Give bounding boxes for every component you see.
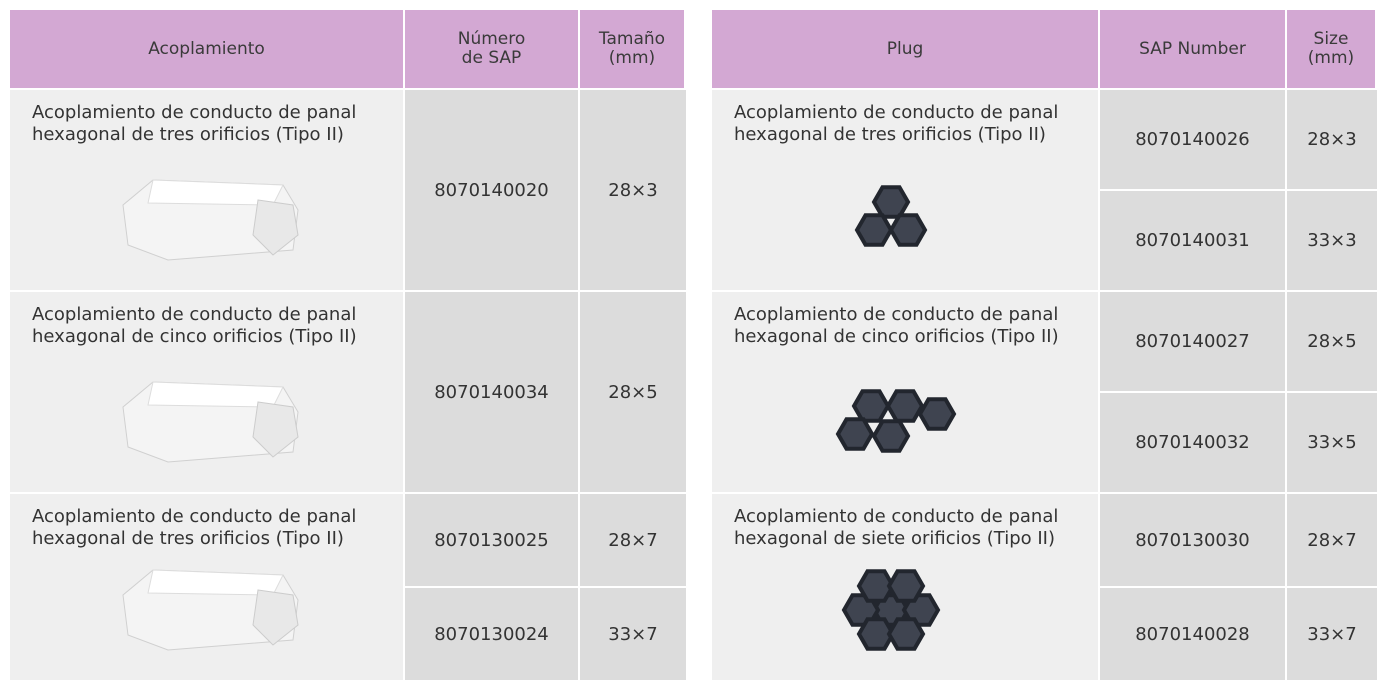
size-cell: 28×3 — [1287, 90, 1377, 189]
size-cell: 33×7 — [580, 588, 686, 680]
sap-cell: 8070140032 — [1100, 393, 1285, 492]
size-cell: 28×7 — [580, 494, 686, 586]
size-cell: 33×5 — [1287, 393, 1377, 492]
header-cell: Tamaño (mm) — [580, 10, 684, 88]
header-cell: Número de SAP — [405, 10, 578, 88]
header-cell: Acoplamiento — [10, 10, 403, 88]
description-cell: Acoplamiento de conducto de panal hexago… — [10, 494, 403, 680]
size-cell: 28×5 — [1287, 292, 1377, 391]
sap-cell: 8070140026 — [1100, 90, 1285, 189]
product-image — [835, 389, 957, 453]
product-image — [121, 179, 299, 261]
product-image — [841, 569, 941, 651]
size-cell: 28×3 — [580, 90, 686, 290]
header-cell: Size (mm) — [1287, 10, 1375, 88]
size-cell: 28×5 — [580, 292, 686, 492]
size-cell: 33×7 — [1287, 588, 1377, 680]
product-image — [121, 569, 299, 651]
header-cell: Plug — [712, 10, 1098, 88]
sap-cell: 8070140020 — [405, 90, 578, 290]
sap-cell: 8070130024 — [405, 588, 578, 680]
sap-cell: 8070140034 — [405, 292, 578, 492]
sap-cell: 8070140028 — [1100, 588, 1285, 680]
sap-cell: 8070130030 — [1100, 494, 1285, 586]
sap-cell: 8070130025 — [405, 494, 578, 586]
header-cell: SAP Number — [1100, 10, 1285, 88]
sap-cell: 8070140031 — [1100, 191, 1285, 290]
product-image — [854, 185, 928, 247]
size-cell: 28×7 — [1287, 494, 1377, 586]
description-cell: Acoplamiento de conducto de panal hexago… — [712, 90, 1098, 290]
product-image — [121, 381, 299, 463]
sap-cell: 8070140027 — [1100, 292, 1285, 391]
size-cell: 33×3 — [1287, 191, 1377, 290]
